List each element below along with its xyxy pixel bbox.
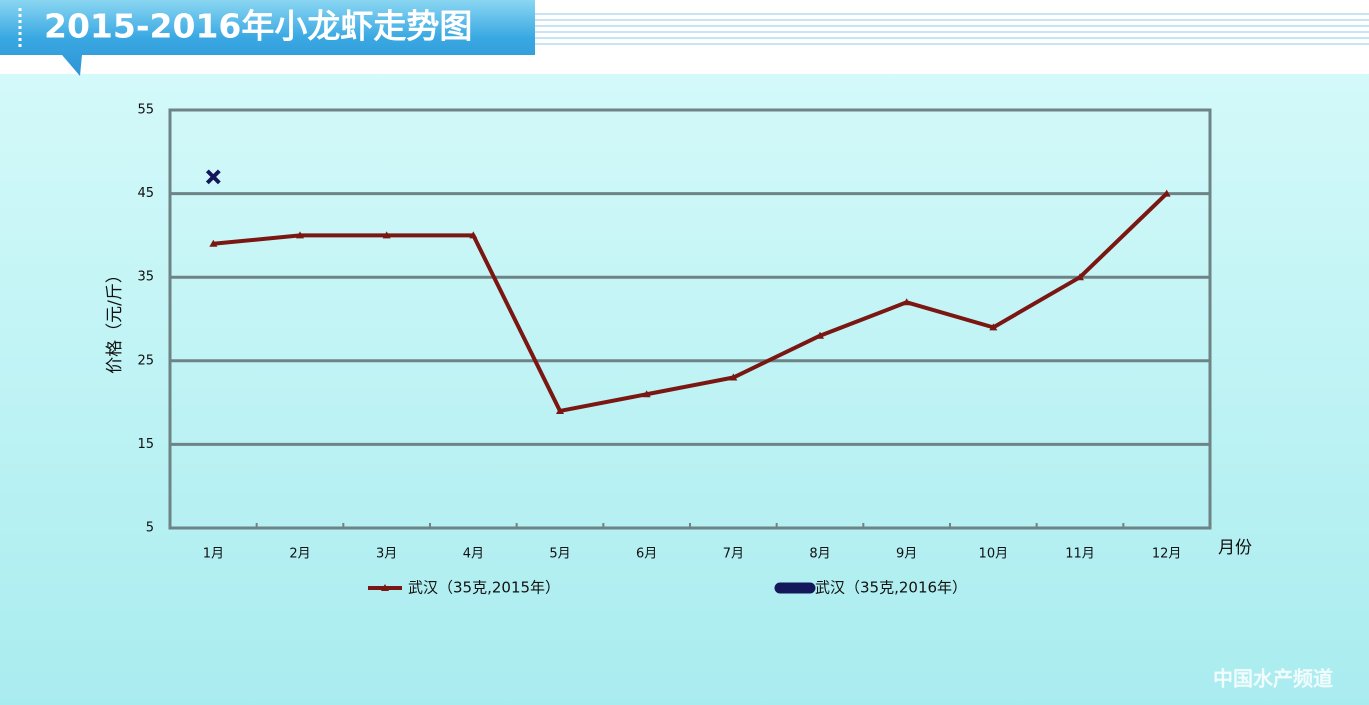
x-tick-label: 7月 [723,547,744,562]
x-tick-label: 5月 [549,547,570,562]
point [205,169,221,185]
point [209,239,218,247]
x-axis-label: 月份 [1218,538,1252,558]
y-tick-label: 35 [137,270,154,285]
point [729,373,738,381]
x-tick-label: 6月 [636,547,657,562]
point [816,331,824,339]
x-tick-label: 4月 [463,547,484,562]
x-tick-label: 1月 [203,547,224,562]
legend-label: 武汉（35克,2016年） [815,579,967,597]
x-tick-label: 8月 [809,547,830,562]
legend-marker [381,584,389,591]
point [989,323,998,331]
x-tick-label: 11月 [1065,547,1095,562]
x-tick-label: 10月 [979,547,1009,562]
y-tick-label: 55 [137,103,154,118]
point [469,231,478,239]
point [642,390,651,398]
x-tick-label: 2月 [289,547,310,562]
y-tick-label: 5 [146,521,154,536]
x-tick-label: 3月 [376,547,397,562]
chart-title: 2015-2016年小龙虾走势图 [44,7,472,46]
legend-label: 武汉（35克,2015年） [408,579,560,597]
point [382,231,391,239]
header-stripes [535,13,1369,45]
series-line [213,192,1169,413]
watermark: 中国水产频道 [1213,667,1333,691]
y-tick-label: 25 [137,353,154,368]
point [1162,189,1171,197]
y-axis-label: 价格（元/斤） [105,266,125,374]
y-tick-label: 45 [137,186,154,201]
point [556,406,564,414]
point [296,231,304,239]
point [1076,273,1084,281]
x-tick-label: 12月 [1152,547,1182,562]
x-tick-label: 9月 [896,547,917,562]
point [902,298,911,306]
title-box [0,0,535,76]
y-tick-label: 15 [137,437,154,452]
